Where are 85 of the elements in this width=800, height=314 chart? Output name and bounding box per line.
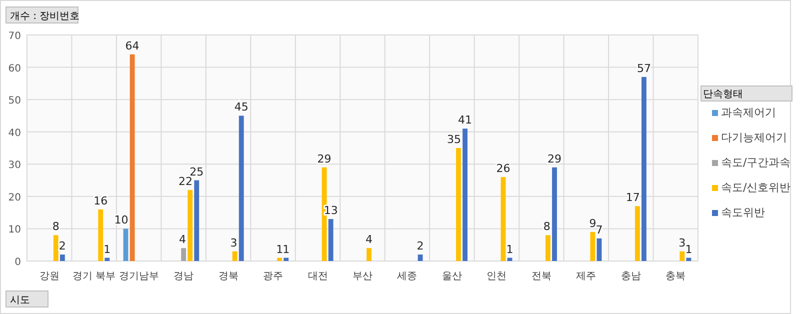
bar bbox=[680, 251, 685, 261]
x-tick-label: 인천 bbox=[486, 271, 507, 282]
bar bbox=[642, 76, 646, 261]
data-label: 2 bbox=[58, 240, 66, 253]
text: 개수 : 장비번호 bbox=[10, 11, 80, 22]
data-label: 1 bbox=[282, 242, 290, 256]
bar bbox=[284, 258, 289, 261]
legend-label: 속도위반 bbox=[721, 206, 765, 219]
data-label: 8 bbox=[52, 220, 60, 234]
data-label: 45 bbox=[234, 100, 248, 114]
legend-label: 속도/구간과속 bbox=[721, 156, 791, 169]
data-label: 1 bbox=[276, 242, 284, 256]
data-label: 16 bbox=[94, 194, 108, 208]
x-tick-label: 세종 bbox=[397, 271, 418, 282]
bar bbox=[328, 219, 334, 261]
bar bbox=[194, 180, 200, 261]
x-tick-label: 울산 bbox=[442, 271, 462, 282]
bar bbox=[590, 232, 596, 261]
data-label: 1 bbox=[506, 242, 514, 256]
bar bbox=[238, 116, 244, 261]
bar bbox=[546, 235, 550, 261]
x-tick-label: 충남 bbox=[620, 271, 641, 282]
data-label: 1 bbox=[104, 242, 111, 256]
data-label: 29 bbox=[317, 152, 332, 166]
y-tick-label: 40 bbox=[8, 128, 21, 139]
y-tick-label: 20 bbox=[8, 192, 21, 204]
data-label: 9 bbox=[589, 216, 596, 230]
legend-label: 과속제어기 bbox=[721, 106, 776, 119]
bar bbox=[462, 128, 468, 261]
x-tick-label: 경기 북부 bbox=[72, 271, 116, 282]
x-tick-label: 부산 bbox=[352, 271, 372, 282]
y-tick-label: 0 bbox=[14, 257, 21, 268]
legend-label: 속도/신호위반 bbox=[721, 181, 791, 194]
data-label: 57 bbox=[636, 62, 651, 75]
legend-label: 다기능제어기 bbox=[721, 131, 787, 144]
data-label: 4 bbox=[366, 233, 373, 246]
x-tick-label: 광주 bbox=[263, 271, 284, 282]
bar bbox=[60, 254, 65, 261]
x-tick-label: 전북 bbox=[531, 271, 552, 282]
bar bbox=[552, 167, 557, 261]
x-tick-label: 강원 bbox=[39, 271, 60, 282]
y-tick-label: 70 bbox=[8, 31, 21, 42]
data-label: 2 bbox=[416, 240, 424, 253]
data-label: 17 bbox=[626, 191, 640, 204]
bar bbox=[634, 206, 640, 261]
bar bbox=[181, 248, 186, 261]
bar bbox=[500, 177, 506, 261]
bar bbox=[366, 248, 372, 261]
bar bbox=[686, 258, 692, 261]
bar bbox=[232, 251, 238, 261]
bar bbox=[53, 235, 58, 261]
bar bbox=[123, 228, 128, 261]
x-tick-label: 제주 bbox=[576, 271, 596, 282]
y-tick-label: 60 bbox=[8, 63, 21, 74]
bar bbox=[277, 258, 282, 261]
bar bbox=[418, 254, 423, 261]
x-tick-label: 대전 bbox=[308, 271, 328, 282]
data-label: 7 bbox=[596, 223, 603, 236]
bar bbox=[322, 167, 327, 261]
data-label: 29 bbox=[547, 152, 562, 166]
bar bbox=[104, 258, 110, 261]
y-tick-label: 30 bbox=[8, 160, 21, 172]
data-label: 3 bbox=[230, 236, 238, 250]
data-label: 41 bbox=[458, 114, 472, 127]
bar bbox=[596, 238, 602, 261]
x-tick-label: 경북 bbox=[218, 271, 238, 282]
x-tick-label: 경남 bbox=[174, 271, 194, 282]
data-label: 1 bbox=[685, 242, 692, 256]
bar bbox=[98, 209, 104, 261]
data-label: 26 bbox=[496, 162, 510, 176]
x-axis-title: 시도 bbox=[10, 295, 30, 306]
y-tick-label: 50 bbox=[8, 96, 21, 107]
x-tick-label: 충북 bbox=[666, 271, 686, 282]
y-tick-label: 10 bbox=[8, 224, 21, 236]
data-label: 35 bbox=[446, 133, 461, 146]
data-label: 8 bbox=[543, 220, 550, 234]
data-label: 10 bbox=[114, 214, 128, 227]
data-label: 3 bbox=[678, 236, 686, 250]
data-label: 64 bbox=[125, 39, 140, 52]
bar bbox=[188, 190, 193, 261]
legend-title: 단속형태 bbox=[703, 89, 743, 100]
data-label: 4 bbox=[179, 233, 186, 246]
bar bbox=[130, 54, 135, 261]
x-tick-label: 경기남부 bbox=[118, 271, 159, 282]
bar bbox=[456, 148, 461, 261]
